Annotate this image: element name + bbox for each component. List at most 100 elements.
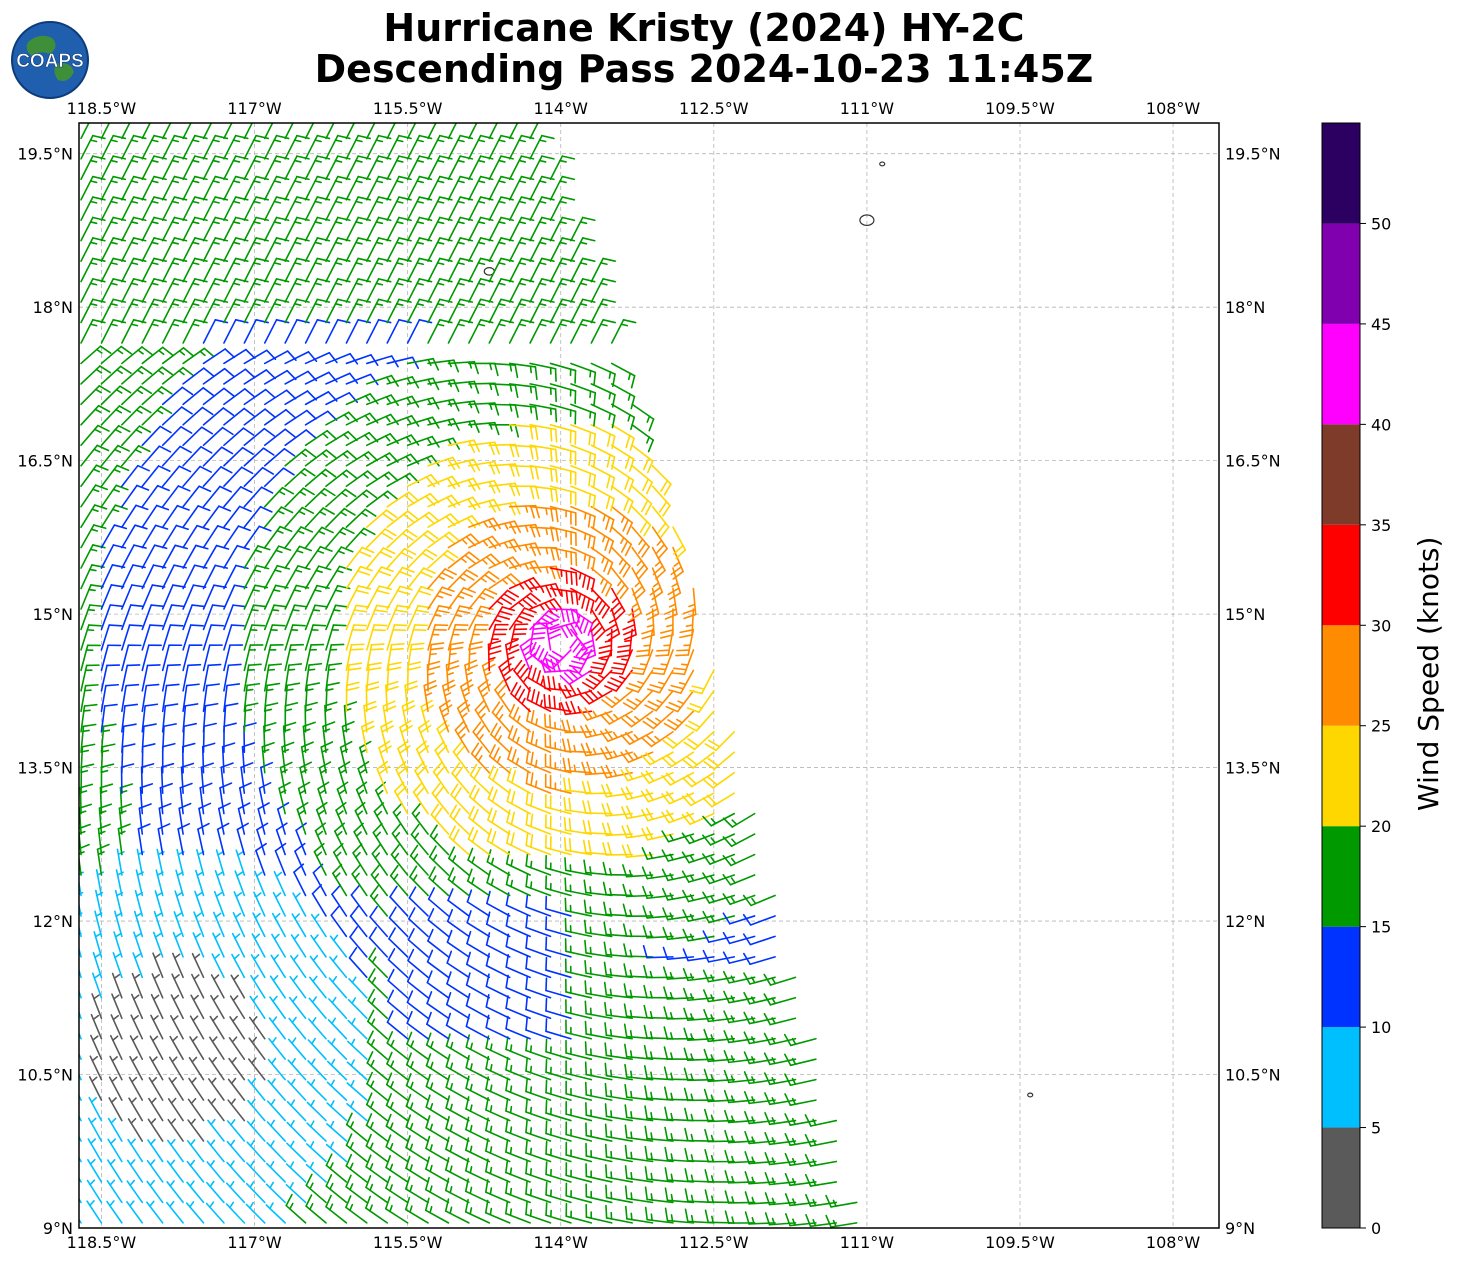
barb-half (217, 850, 225, 856)
wind-barb (663, 1026, 695, 1040)
wind-barb (625, 669, 654, 693)
wind-barb (684, 1107, 715, 1122)
barb-full (743, 952, 751, 966)
barb-full (764, 1132, 771, 1146)
barb-full (314, 822, 327, 832)
barb-half (298, 810, 305, 815)
barb-staff (424, 1188, 450, 1204)
barb-staff (100, 624, 111, 651)
barb-half (602, 514, 606, 522)
barb-full (561, 738, 567, 753)
barb-full (640, 772, 650, 784)
barb-full (405, 529, 418, 538)
barb-full (550, 527, 555, 542)
barb-staff (79, 924, 82, 938)
barb-half (493, 619, 502, 623)
wind-barb (100, 425, 131, 447)
barb-full (247, 663, 262, 667)
barb-full (517, 688, 526, 702)
barb-staff (87, 1117, 103, 1142)
barb-staff (161, 705, 167, 733)
barb-half (339, 511, 347, 517)
barb-full (399, 745, 411, 755)
wind-barb (79, 871, 85, 897)
wind-barb (325, 527, 355, 549)
wind-barb (601, 822, 633, 837)
barb-full (365, 489, 378, 499)
barb-staff (209, 1036, 225, 1060)
barb-half (792, 1198, 796, 1206)
wind-barb (406, 661, 422, 692)
wind-barb (702, 930, 736, 943)
barb-full (385, 509, 398, 519)
wind-barb (644, 1166, 674, 1183)
wind-barb (385, 1155, 409, 1183)
wind-barb (80, 703, 98, 733)
barb-full (82, 723, 97, 728)
wind-barb (243, 447, 275, 467)
wind-barb (268, 1016, 286, 1040)
barb-staff (407, 959, 429, 979)
barb-half (490, 878, 494, 886)
barb-staff (227, 1120, 246, 1142)
barb-full (560, 608, 565, 623)
barb-full (255, 564, 270, 570)
barb-staff (273, 870, 286, 897)
barb-full (706, 776, 718, 786)
barb-full (668, 701, 682, 709)
barb-staff (672, 526, 687, 551)
barb-staff (80, 544, 94, 569)
barb-half (573, 744, 577, 753)
wind-barb (590, 546, 614, 576)
barb-half (515, 757, 520, 766)
wind-barb (90, 1013, 103, 1040)
barb-full (642, 885, 648, 900)
barb-half (608, 867, 612, 876)
wind-barb (505, 995, 531, 1020)
barb-staff (485, 923, 511, 938)
barb-full (83, 703, 98, 707)
barb-half (481, 558, 488, 565)
barb-full (129, 604, 144, 608)
wind-barb (223, 702, 239, 733)
barb-half (503, 541, 509, 549)
barb-half (232, 974, 240, 981)
barb-full (662, 966, 669, 980)
barb-full (545, 1140, 548, 1155)
wind-barb (367, 968, 389, 999)
wind-barb (448, 846, 470, 876)
barb-staff (447, 605, 461, 631)
wind-barb (223, 604, 247, 631)
wind-barb (243, 427, 276, 447)
barb-staff (131, 993, 144, 1020)
barb-full (510, 682, 518, 695)
wind-barb (743, 972, 776, 985)
barb-full (406, 1031, 413, 1045)
barb-staff (152, 952, 164, 979)
barb-staff (545, 1030, 572, 1040)
barb-full (624, 1063, 628, 1078)
barb-half (409, 1164, 413, 1172)
barb-full (546, 623, 560, 630)
wind-barb (590, 485, 615, 512)
barb-staff (353, 831, 368, 856)
wind-barb (743, 1011, 776, 1025)
barb-half (90, 1097, 97, 1103)
barb-half (369, 1142, 374, 1150)
barb-full (505, 1036, 509, 1051)
barb-full (344, 488, 357, 498)
wind-barb (112, 951, 123, 979)
wind-barb (100, 584, 125, 610)
barb-full (742, 913, 752, 926)
wind-barb (525, 1098, 552, 1122)
wind-barb (603, 941, 633, 958)
wind-barb (488, 501, 521, 516)
barb-half (751, 1036, 756, 1044)
barb-half (264, 708, 273, 712)
wind-barb (549, 587, 579, 606)
wind-barb (406, 1010, 429, 1040)
barb-full (722, 951, 731, 964)
barb-staff (486, 902, 511, 917)
wind-barb (307, 1058, 327, 1081)
wind-barb (784, 1053, 817, 1067)
